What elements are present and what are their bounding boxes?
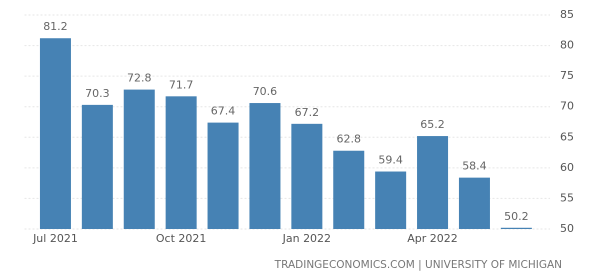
x-tick-label: Jul 2021 — [32, 232, 78, 245]
y-tick-label: 50 — [560, 222, 574, 235]
y-tick-label: 55 — [560, 191, 574, 204]
bar — [458, 177, 490, 229]
bar — [123, 89, 155, 229]
bar — [39, 38, 71, 230]
value-label: 58.4 — [462, 160, 487, 173]
y-tick-label: 80 — [560, 39, 574, 52]
value-label: 67.4 — [211, 105, 236, 118]
value-label: 59.4 — [378, 154, 403, 167]
value-label: 70.6 — [253, 85, 278, 98]
x-tick-label: Apr 2022 — [407, 232, 458, 245]
bar — [333, 150, 365, 229]
bar — [81, 104, 113, 229]
value-label: 71.7 — [169, 78, 194, 91]
value-label: 65.2 — [420, 118, 445, 131]
y-tick-label: 70 — [560, 100, 574, 113]
x-tick-label: Jan 2022 — [282, 232, 331, 245]
y-tick-label: 85 — [560, 8, 574, 21]
value-label: 50.2 — [504, 210, 529, 223]
value-label: 62.8 — [337, 133, 362, 146]
value-label: 72.8 — [127, 72, 152, 85]
y-tick-label: 65 — [560, 130, 574, 143]
bar — [417, 136, 449, 229]
bar — [207, 122, 239, 229]
value-label: 70.3 — [85, 87, 110, 100]
bar — [291, 123, 323, 229]
y-tick-label: 60 — [560, 161, 574, 174]
bar — [375, 171, 407, 229]
bar — [165, 96, 197, 229]
bar — [249, 103, 281, 229]
x-tick-label: Oct 2021 — [156, 232, 207, 245]
value-label: 81.2 — [43, 20, 68, 33]
bar — [500, 227, 532, 229]
value-label: 67.2 — [295, 106, 320, 119]
source: TRADINGECONOMICS.COM | UNIVERSITY OF MIC… — [274, 259, 562, 271]
y-tick-label: 75 — [560, 69, 574, 82]
